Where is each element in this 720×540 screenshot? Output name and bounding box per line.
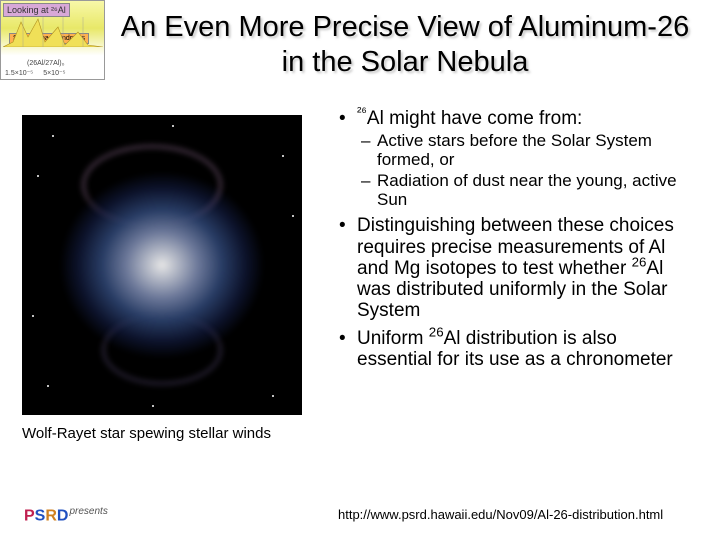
nebula-image [22,115,302,415]
nebula-caption: Wolf-Rayet star spewing stellar winds [22,425,271,442]
bullet-1: ²⁶Al might have come from: Active stars … [335,108,685,209]
bullet-1-sub-1: Active stars before the Solar System for… [357,131,685,169]
bullet-1-sub-2: Radiation of dust near the young, active… [357,171,685,209]
tick-1: 5×10⁻⁵ [43,69,65,77]
bullet-2: Distinguishing between these choices req… [335,215,685,321]
corner-axis-title: (26Al/27Al)₀ [27,60,65,67]
b3-pre: Uniform [357,328,429,349]
source-url: http://www.psrd.hawaii.edu/Nov09/Al-26-d… [338,507,663,522]
corner-histogram [3,17,103,47]
b2-sup: 26 [632,255,647,270]
b1-text: Al might have come from: [367,108,582,129]
logo-p: P [24,507,35,524]
tick-0: 1.5×10⁻⁵ [5,69,33,77]
corner-inset-chart: Looking at ²⁶Al Semarkona chondrules (26… [0,0,105,80]
b2-pre: Distinguishing between these choices req… [357,215,674,279]
logo-presents: presents [69,506,107,517]
bullet-content: ²⁶Al might have come from: Active stars … [335,108,685,376]
slide-title: An Even More Precise View of Aluminum-26… [110,10,700,80]
bullet-3: Uniform 26Al distribution is also essent… [335,328,685,371]
psrd-logo: PSRDpresents [24,506,108,525]
b1-sup: ²⁶ [357,105,367,120]
b3-sup: 26 [429,324,444,339]
logo-s: S [35,507,46,524]
corner-axis-ticks: 1.5×10⁻⁵ 5×10⁻⁵ [5,69,66,77]
corner-label: Looking at ²⁶Al [3,3,70,17]
logo-d: D [57,507,69,524]
logo-r: R [45,507,57,524]
